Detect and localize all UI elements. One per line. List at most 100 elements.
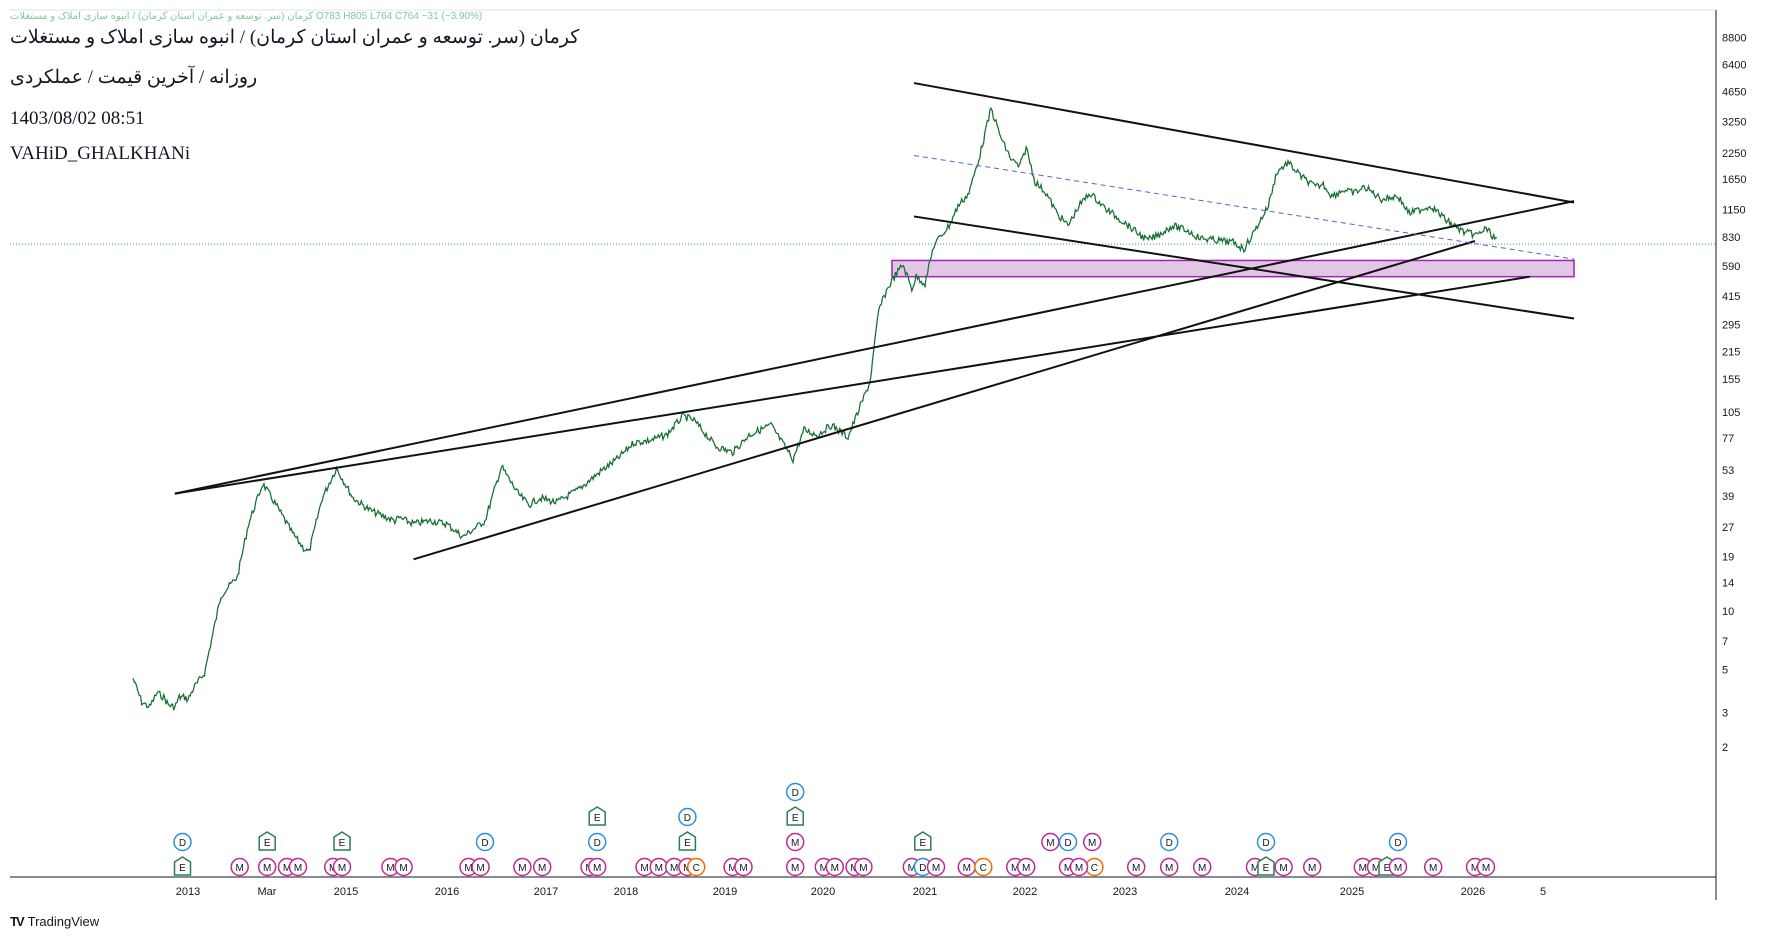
meeting-event-marker[interactable]: M xyxy=(785,832,805,852)
corporate-events[interactable]: EDMMMMEMMEMMMMDMMMMDEMMMMCEDMMMMEDMMMMMD… xyxy=(173,782,1496,877)
capital-event-marker[interactable]: C xyxy=(686,857,706,877)
meeting-event-marker[interactable]: M xyxy=(1126,857,1146,877)
price-tick-label: 53 xyxy=(1722,465,1734,477)
time-tick-label: 2024 xyxy=(1225,886,1249,898)
earnings-event-marker[interactable]: E xyxy=(588,806,606,826)
event-code: M xyxy=(399,863,407,874)
event-code: M xyxy=(1132,863,1140,874)
meeting-icon xyxy=(1302,857,1322,877)
event-code: M xyxy=(1359,863,1367,874)
event-code: M xyxy=(1046,838,1054,849)
event-code: E xyxy=(594,813,601,824)
price-tick-label: 27 xyxy=(1722,522,1734,534)
meeting-event-marker[interactable]: M xyxy=(825,857,845,877)
meeting-event-marker[interactable]: M xyxy=(854,857,873,877)
earnings-event-marker[interactable]: E xyxy=(1257,856,1275,876)
earnings-event-marker[interactable]: E xyxy=(333,831,351,851)
dividend-icon xyxy=(475,832,495,852)
event-code: M xyxy=(1471,863,1479,874)
dividend-event-marker[interactable]: D xyxy=(1256,832,1276,852)
dividend-event-marker[interactable]: D xyxy=(785,782,805,802)
meeting-event-marker[interactable]: M xyxy=(587,857,607,877)
meeting-event-marker[interactable]: M xyxy=(288,857,308,877)
time-tick-label: 2022 xyxy=(1013,886,1037,898)
chart-author: VAHiD_GHALKHANi xyxy=(10,143,191,164)
event-code: M xyxy=(1088,838,1096,849)
dividend-event-marker[interactable]: D xyxy=(475,832,495,852)
price-tick-label: 8800 xyxy=(1722,32,1746,44)
chart-title: کرمان (سر. توسعه و عمران استان کرمان) / … xyxy=(10,27,580,48)
dividend-event-marker[interactable]: D xyxy=(587,832,607,852)
meeting-event-marker[interactable]: M xyxy=(1274,857,1293,877)
price-tick-label: 7 xyxy=(1722,636,1728,648)
earnings-event-marker[interactable]: E xyxy=(914,831,932,851)
trendline xyxy=(413,240,1476,561)
time-tick-label: 2016 xyxy=(435,886,459,898)
trendline xyxy=(913,82,1575,204)
meeting-icon xyxy=(587,857,607,877)
meeting-event-marker[interactable]: M xyxy=(785,857,805,877)
support-zone-rect xyxy=(891,259,1575,278)
event-code: M xyxy=(1279,863,1287,874)
meeting-event-marker[interactable]: M xyxy=(1388,857,1408,877)
event-code: M xyxy=(655,863,663,874)
price-tick-label: 830 xyxy=(1722,232,1740,244)
meeting-event-marker[interactable]: M xyxy=(1192,857,1212,877)
meeting-event-marker[interactable]: M xyxy=(1423,857,1443,877)
meeting-event-marker[interactable]: M xyxy=(926,857,946,877)
channel-midline xyxy=(913,154,1575,260)
tradingview-brand[interactable]: TV TradingView xyxy=(10,914,99,929)
event-code: M xyxy=(859,863,867,874)
meeting-event-marker[interactable]: M xyxy=(532,857,552,877)
meeting-event-marker[interactable]: M xyxy=(1159,857,1179,877)
event-code: E xyxy=(919,838,926,849)
price-tick-label: 19 xyxy=(1722,552,1734,564)
event-code: M xyxy=(538,863,546,874)
earnings-event-marker[interactable]: E xyxy=(173,856,192,876)
earnings-icon xyxy=(678,831,697,851)
event-code: M xyxy=(831,863,839,874)
price-tick-label: 215 xyxy=(1722,346,1740,358)
meeting-event-marker[interactable]: M xyxy=(1476,857,1496,877)
capital-event-marker[interactable]: C xyxy=(1085,857,1104,877)
meeting-event-marker[interactable]: M xyxy=(394,857,413,877)
meeting-event-marker[interactable]: M xyxy=(513,857,532,877)
meeting-event-marker[interactable]: M xyxy=(257,857,277,877)
meeting-event-marker[interactable]: M xyxy=(1041,832,1060,852)
dividend-event-marker[interactable]: D xyxy=(173,832,192,852)
dividend-event-marker[interactable]: D xyxy=(1159,832,1179,852)
dividend-event-marker[interactable]: D xyxy=(1058,832,1078,852)
meeting-event-marker[interactable]: M xyxy=(230,857,249,877)
dividend-event-marker[interactable]: D xyxy=(1388,832,1408,852)
earnings-event-marker[interactable]: E xyxy=(786,806,804,826)
event-code: M xyxy=(1251,863,1259,874)
time-axis[interactable]: 2013 Mar 2015 2016 2017 2018 2019 2020 2021 2022 2… xyxy=(176,886,1546,898)
meeting-event-marker[interactable]: M xyxy=(1302,857,1322,877)
earnings-event-marker[interactable]: E xyxy=(678,831,697,851)
ohlc-line: کرمان (سر. توسعه و عمران استان کرمان) / … xyxy=(10,11,483,22)
dividend-icon xyxy=(678,807,697,827)
meeting-event-marker[interactable]: M xyxy=(649,857,669,877)
event-code: M xyxy=(236,863,244,874)
meeting-event-marker[interactable]: M xyxy=(1082,832,1102,852)
price-tick-label: 1150 xyxy=(1722,205,1746,217)
price-tick-label: 105 xyxy=(1722,407,1740,419)
time-tick-label: 2021 xyxy=(913,886,937,898)
capital-event-marker[interactable]: C xyxy=(974,857,993,877)
meeting-event-marker[interactable]: M xyxy=(1016,857,1036,877)
event-code: M xyxy=(908,863,916,874)
earnings-event-marker[interactable]: E xyxy=(258,831,276,851)
meeting-event-marker[interactable]: M xyxy=(957,857,977,877)
meeting-icon xyxy=(1388,857,1408,877)
time-tick-label: 2020 xyxy=(811,886,835,898)
meeting-event-marker[interactable]: M xyxy=(332,857,352,877)
price-axis[interactable]: 8800 6400 4650 3250 2250 1650 1150 830 590 415 295… xyxy=(1722,32,1746,754)
event-code: M xyxy=(263,863,271,874)
meeting-event-marker[interactable]: M xyxy=(1069,857,1089,877)
meeting-event-marker[interactable]: M xyxy=(471,857,490,877)
meeting-event-marker[interactable]: M xyxy=(734,857,753,877)
dividend-event-marker[interactable]: D xyxy=(678,807,697,827)
time-tick-label: 2023 xyxy=(1113,886,1137,898)
event-code: E xyxy=(1384,863,1391,874)
